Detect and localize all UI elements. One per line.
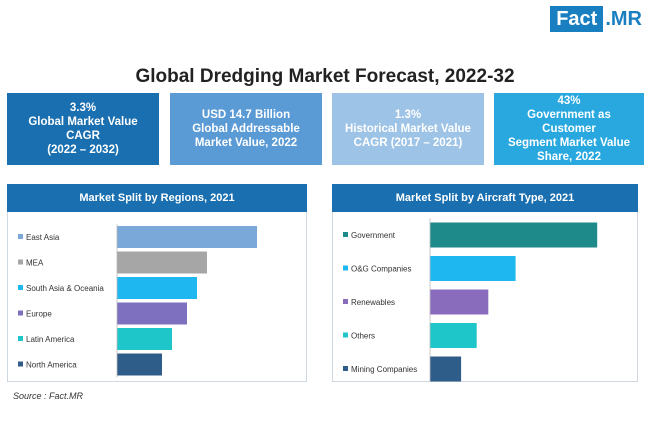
regions-bar-chart: East Asia MEA South Asia & Oceania Europe La… xyxy=(18,224,257,378)
bar xyxy=(430,256,516,281)
category-label: Government xyxy=(351,231,396,240)
aircraft-type-chart-title: Market Split by Aircraft Type, 2021 xyxy=(332,184,638,212)
bar-group-renewables: Renewables xyxy=(343,289,489,315)
kpi-line: Market Value, 2022 xyxy=(194,137,298,149)
category-label: MEA xyxy=(26,259,44,268)
kpi-box-addressable-value: USD 14.7 Billion Global Addressable Mark… xyxy=(170,93,322,165)
kpi-line: Global Market Value xyxy=(28,116,138,128)
category-label: South Asia & Oceania xyxy=(26,284,104,293)
bar-group-o-g-companies: O&G Companies xyxy=(343,256,516,281)
bar xyxy=(430,222,598,248)
category-label: North America xyxy=(26,361,77,370)
category-label: Europe xyxy=(26,310,52,319)
bar xyxy=(117,251,207,274)
category-marker xyxy=(18,259,23,265)
bar-group-government: Government xyxy=(343,222,598,248)
category-label: East Asia xyxy=(26,233,60,242)
bar-group-europe: Europe xyxy=(18,302,187,325)
logo-box-text: Fact xyxy=(550,6,604,32)
kpi-line: Government as Customer xyxy=(527,109,611,135)
bar-group-latin-america: Latin America xyxy=(18,328,172,350)
category-marker xyxy=(18,285,23,290)
aircraft-type-chart-panel: Government O&G Companies Renewables Others M… xyxy=(332,212,638,386)
bar-group-mining-companies: Mining Companies xyxy=(343,356,462,382)
bar xyxy=(117,328,172,350)
category-marker xyxy=(343,299,348,304)
bar xyxy=(117,277,197,299)
category-marker xyxy=(18,361,23,367)
category-label: O&G Companies xyxy=(351,265,411,274)
bar xyxy=(117,302,187,325)
category-marker xyxy=(18,336,23,341)
category-marker xyxy=(343,332,348,338)
kpi-line: Global Addressable xyxy=(192,123,300,135)
aircraft-type-bar-chart: Government O&G Companies Renewables Others M… xyxy=(343,218,598,386)
kpi-line: CAGR xyxy=(66,130,100,142)
bar xyxy=(430,289,489,315)
page-title: Global Dredging Market Forecast, 2022-32 xyxy=(135,66,515,87)
bar xyxy=(117,226,257,248)
kpi-line: Segment Market Value xyxy=(507,137,631,149)
bar-group-others: Others xyxy=(343,323,477,348)
bar xyxy=(430,356,462,382)
kpi-line: (2022 – 2032) xyxy=(47,144,119,156)
category-label: Renewables xyxy=(351,298,395,307)
kpi-line: Historical Market Value xyxy=(345,123,471,135)
bar-group-east-asia: East Asia xyxy=(18,226,257,248)
kpi-value: 1.3% xyxy=(394,109,422,121)
bar-group-mea: MEA xyxy=(18,251,207,274)
bar xyxy=(117,353,162,376)
category-label: Mining Companies xyxy=(351,365,417,374)
kpi-value: USD 14.7 Billion xyxy=(201,109,291,121)
factmr-logo: Fact .MR xyxy=(550,6,642,32)
category-label: Latin America xyxy=(26,335,75,344)
category-marker xyxy=(343,265,348,271)
bar-group-north-america: North America xyxy=(18,353,162,376)
kpi-line: Share, 2022 xyxy=(537,151,601,163)
kpi-value: 3.3% xyxy=(69,102,97,114)
category-label: Others xyxy=(351,332,375,341)
category-marker xyxy=(343,232,348,237)
bar xyxy=(430,323,477,348)
regions-chart-title: Market Split by Regions, 2021 xyxy=(7,184,307,212)
kpi-box-market-cagr: 3.3% Global Market Value CAGR (2022 – 20… xyxy=(7,93,159,165)
kpi-box-historical-cagr: 1.3% Historical Market Value CAGR (2017 … xyxy=(332,93,484,165)
kpi-value: 43% xyxy=(557,95,581,107)
category-marker xyxy=(343,366,348,371)
regions-chart-panel: East Asia MEA South Asia & Oceania Europe La… xyxy=(7,212,307,382)
bar-group-south-asia-oceania: South Asia & Oceania xyxy=(18,277,197,299)
logo-suffix-text: .MR xyxy=(605,8,642,30)
kpi-box-government-share: 43% Government as Customer Segment Marke… xyxy=(494,93,644,165)
category-marker xyxy=(18,310,23,316)
kpi-line: CAGR (2017 – 2021) xyxy=(353,137,463,149)
category-marker xyxy=(18,234,23,239)
source-note: Source : Fact.MR xyxy=(13,391,84,401)
